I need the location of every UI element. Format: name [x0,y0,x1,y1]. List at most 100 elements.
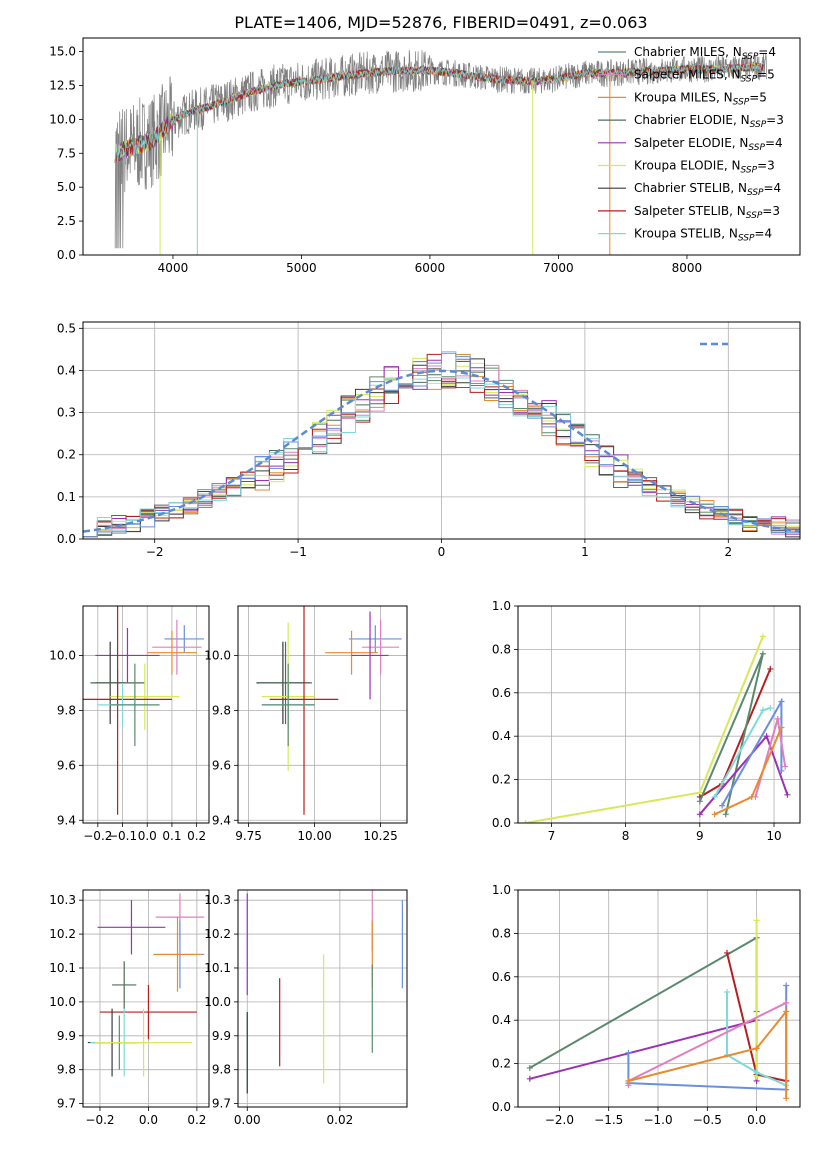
y-tick-label: 0.5 [57,321,76,335]
legend-subscript: SSP [742,52,759,62]
chart-mass-vs-ebv: 0.00 0.02 9.7 9.8 9.9 10.0 10.1 10.2 10.3 [204,889,408,1127]
y-tick-label: 0.2 [57,448,76,462]
y-tick-label: 0.0 [492,816,511,830]
x-tick-label: 10.00 [297,829,331,843]
mass-weight-marker [711,793,718,800]
x-tick-label: −1.5 [594,1113,623,1127]
y-tick-label: 2.5 [57,214,76,228]
mass-weight-line [529,1018,758,1081]
legend-subscript: SSP [741,166,758,176]
mass-weight-marker [748,793,755,800]
x-tick-label: 0.02 [327,1113,354,1127]
legend-subscript: SSP [746,211,763,221]
y-tick-label: 9.6 [212,758,231,772]
model-spectrum [114,62,764,163]
mass-weight-marker [625,1049,632,1056]
gaussian-curve [83,369,800,533]
x-tick-label: 6000 [415,261,446,275]
mass-weight-marker [783,1095,790,1102]
y-tick-label: 5.0 [57,180,76,194]
y-tick-label: 10.0 [204,995,231,1009]
legend-subscript: SSP [733,97,750,107]
legend-nssp: =4 [758,45,776,59]
x-tick-label: 4000 [158,261,189,275]
legend-model-name: Chabrier STELIB, N [634,181,747,195]
x-tick-label: 0.2 [187,829,206,843]
x-tick-label: −0.2 [85,1113,114,1127]
mass-weight-line [529,935,758,1069]
y-tick-label: 0.6 [492,686,511,700]
legend-subscript: SSP [748,143,765,153]
legend-model-name: Kroupa ELODIE, N [634,159,741,173]
x-tick-label: 9 [696,829,704,843]
y-tick-label: 9.6 [57,758,76,772]
mass-weight-marker [778,698,785,705]
mass-weight-marker [625,1077,632,1084]
x-tick-label: −0.2 [83,829,112,843]
axes-frame [237,889,408,1108]
y-tick-label: 12.5 [49,78,76,92]
axes-frame [82,321,801,540]
y-tick-label: 0.2 [492,1057,511,1071]
y-tick-label: 0.0 [492,1100,511,1114]
mass-weight-marker [778,767,785,774]
y-tick-label: 0.2 [492,773,511,787]
mass-weight-marker [759,650,766,657]
legend-model-name: Chabrier MILES, N [634,45,742,59]
mass-weight-marker [753,1069,760,1076]
legend-nssp: =3 [766,113,784,127]
legend-entry: Salpeter STELIB, NSSP=3 [634,204,780,221]
y-tick-label: 9.8 [57,1063,76,1077]
y-tick-label: 9.7 [212,1097,231,1111]
y-tick-label: 0.6 [492,970,511,984]
x-tick-label: 0.1 [162,829,181,843]
legend-nssp: =5 [757,68,775,82]
mass-weight-marker [783,982,790,989]
plot-area [246,890,403,1094]
mass-weight-line [713,707,771,798]
mass-weight-marker [784,791,791,798]
y-tick-label: 0.4 [492,1013,511,1027]
mass-weight-marker [763,733,770,740]
y-tick-label: 10.3 [204,893,231,907]
legend-entry: Chabrier STELIB, NSSP=4 [634,181,781,198]
y-tick-label: 10.1 [204,961,231,975]
x-tick-label: −2 [146,545,164,559]
mass-weight-marker [696,798,703,805]
mass-weight-marker [783,1008,790,1015]
legend-entry: Kroupa MILES, NSSP=5 [634,90,767,107]
mass-weight-marker [759,707,766,714]
mass-weight-marker [753,1045,760,1052]
y-tick-label: 0.3 [57,406,76,420]
mass-weight-marker [767,704,774,711]
legend-nssp: =3 [762,204,780,218]
legend-model-name: Chabrier ELODIE, N [634,113,750,127]
mass-weight-marker [522,820,529,823]
y-tick-label: 0.4 [492,729,511,743]
plot-area [114,50,767,255]
axes-frame [82,605,210,824]
axes-layer: 4000 5000 6000 7000 80000.02.55.07.510.012.5… [49,37,801,1127]
y-tick-label: 9.4 [212,813,231,827]
plot-area [522,633,791,823]
y-tick-label: 0.0 [57,532,76,546]
y-tick-label: 9.8 [212,1063,231,1077]
legend-model-name: Kroupa MILES, N [634,90,733,104]
mass-weight-marker [696,811,703,818]
mass-weight-marker [778,724,785,731]
mass-weight-marker [724,949,731,956]
chart-mass-weight-vs-metallicity: −2.0 −1.5 −1.0 −0.5 0.0 0.0 0.2 0.4 0.6 0.8 1.0 [492,883,801,1127]
chart-spectrum: 4000 5000 6000 7000 8000 0.0 2.5 5.0 7.5 10.0 12.5… [49,37,801,275]
y-tick-label: 9.7 [57,1097,76,1111]
legend-entry: Salpeter ELODIE, NSSP=4 [634,136,783,153]
x-tick-label: 7 [548,829,556,843]
mass-weight-marker [753,917,760,924]
chart-mass-vs-metallicity: −0.2 0.0 0.2 9.7 9.8 9.9 10.0 10.1 10.2 10.3 [49,889,210,1127]
y-tick-label: 9.9 [57,1029,76,1043]
x-tick-label: 2 [724,545,732,559]
legend-entry: Salpeter MILES, NSSP=5 [634,68,775,85]
y-tick-label: 10.2 [204,927,231,941]
y-tick-label: 0.8 [492,642,511,656]
y-tick-label: 1.0 [492,599,511,613]
